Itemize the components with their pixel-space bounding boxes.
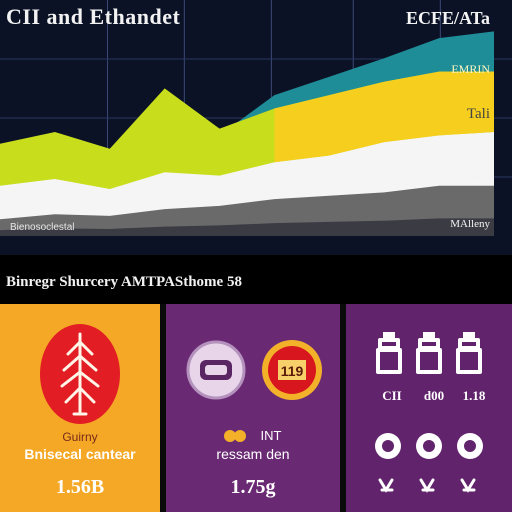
chart-footer-label: Bienosoclestal: [10, 222, 75, 233]
card-value: 1.56B: [55, 476, 105, 498]
coin-icons: 119: [186, 340, 322, 400]
card-label-top: INT: [260, 428, 282, 443]
coin-small-icon: [224, 430, 246, 442]
area-base: [0, 218, 494, 236]
card-label-top: Guirny: [62, 430, 98, 444]
card-divider: [340, 304, 346, 512]
series-label-yellow: EMRIN: [451, 62, 490, 76]
icon-label: CII: [382, 388, 402, 403]
series-label-teal: ECFE/ATa: [405, 8, 490, 28]
series-label-gray: Gray: [466, 168, 490, 182]
caption-bar: [0, 255, 512, 303]
svg-text:119: 119: [281, 363, 304, 379]
series-label-bottom: MAlleny: [450, 218, 490, 230]
stat-card-purple: 119 INT ressam den 1.75g: [166, 304, 340, 512]
area-band-yellow: [274, 71, 494, 163]
tree-icon: [40, 324, 120, 424]
series-label-white: Tali: [466, 106, 490, 122]
chart-title: CII and Ethandet: [6, 4, 181, 29]
ring-icons: [375, 433, 483, 493]
area-chart: [0, 0, 512, 237]
people-icons: [376, 332, 482, 374]
stat-card-purple-icons: CII d00 1.18: [346, 304, 512, 512]
chart-panel: CII and Ethandet ECFE/ATa EMRIN Tali Gra…: [0, 0, 512, 255]
icon-label: d00: [423, 388, 445, 403]
card-divider: [160, 304, 166, 512]
card-label: ressam den: [216, 446, 290, 462]
icon-label: 1.18: [462, 388, 486, 403]
card-value: 1.75g: [230, 476, 276, 498]
card-label: Bnisecal cantear: [24, 446, 136, 462]
caption-text: Binregr Shurcery AMTPASthome 58: [6, 274, 242, 290]
stat-card-orange: Guirny Bnisecal cantear 1.56B: [0, 304, 160, 512]
